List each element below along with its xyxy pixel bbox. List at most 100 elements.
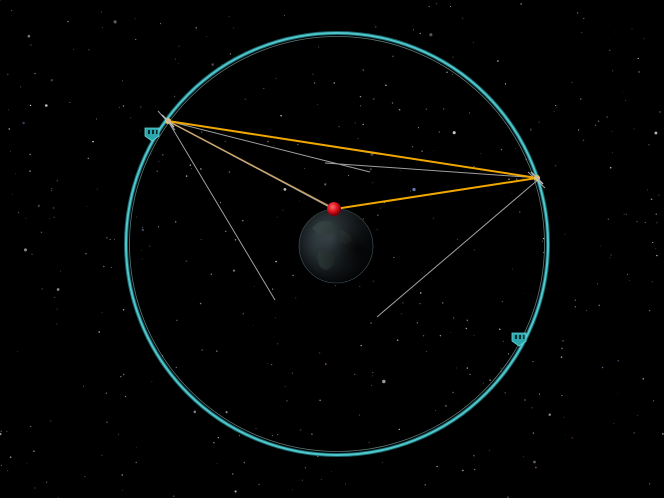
star xyxy=(122,489,124,491)
star xyxy=(84,475,86,478)
star xyxy=(6,430,8,432)
periapsis-marker-icon[interactable] xyxy=(511,332,527,347)
star xyxy=(8,109,10,111)
star xyxy=(193,410,197,414)
star xyxy=(489,450,491,451)
star xyxy=(52,207,55,209)
comm-link-station-to-sat-b xyxy=(334,177,538,210)
satellite-b[interactable] xyxy=(530,171,544,185)
star xyxy=(277,343,279,345)
star xyxy=(244,98,246,100)
star xyxy=(574,306,577,308)
star xyxy=(14,173,16,175)
star xyxy=(195,27,197,29)
star xyxy=(580,31,583,34)
star xyxy=(283,15,285,17)
star xyxy=(644,221,646,224)
star xyxy=(299,429,302,431)
star xyxy=(140,130,141,132)
star xyxy=(428,5,430,8)
star xyxy=(312,73,314,75)
star xyxy=(359,414,360,416)
star xyxy=(422,335,425,337)
star xyxy=(271,364,273,366)
star xyxy=(510,193,512,194)
star xyxy=(539,393,540,395)
star xyxy=(295,297,297,299)
star xyxy=(436,465,438,468)
star xyxy=(56,308,58,310)
star xyxy=(516,178,518,181)
star xyxy=(452,317,455,319)
star xyxy=(120,376,122,378)
star xyxy=(609,166,612,169)
star xyxy=(45,104,48,107)
star xyxy=(178,45,180,47)
planet[interactable] xyxy=(298,208,374,284)
star xyxy=(95,118,97,120)
ground-station-marker[interactable] xyxy=(327,202,341,216)
ground-link xyxy=(167,120,334,209)
star xyxy=(106,237,108,239)
star xyxy=(317,46,320,48)
star xyxy=(30,425,32,428)
star xyxy=(419,292,422,294)
star xyxy=(625,213,628,215)
star xyxy=(292,489,293,491)
star xyxy=(611,70,614,72)
star xyxy=(210,273,212,275)
star xyxy=(450,6,452,8)
star xyxy=(87,157,90,160)
star xyxy=(224,140,227,143)
orbit-ring[interactable] xyxy=(124,31,550,457)
star xyxy=(613,422,615,424)
satellite-a[interactable] xyxy=(161,114,175,128)
star xyxy=(522,177,524,179)
star xyxy=(122,373,125,376)
star xyxy=(396,339,399,341)
star xyxy=(98,331,100,333)
apoapsis-marker-icon[interactable] xyxy=(144,127,160,142)
star xyxy=(571,437,574,439)
star xyxy=(452,131,456,135)
star xyxy=(379,207,381,209)
star xyxy=(439,335,442,337)
star xyxy=(206,36,208,37)
star xyxy=(124,395,127,398)
star xyxy=(402,302,404,304)
star xyxy=(113,239,115,241)
star xyxy=(267,363,269,364)
star xyxy=(11,193,13,195)
star xyxy=(174,58,176,60)
star xyxy=(56,323,58,325)
star xyxy=(54,296,56,298)
star xyxy=(320,478,322,480)
star xyxy=(304,467,306,469)
star xyxy=(338,126,340,128)
star xyxy=(435,2,438,5)
star xyxy=(647,189,648,191)
star xyxy=(355,374,357,376)
star xyxy=(532,432,535,434)
star xyxy=(500,148,503,151)
star xyxy=(41,288,43,290)
star xyxy=(582,139,585,142)
star xyxy=(542,237,545,240)
star xyxy=(412,146,414,148)
star xyxy=(83,385,84,387)
star xyxy=(560,356,563,358)
star xyxy=(452,56,454,58)
star xyxy=(416,322,418,324)
star xyxy=(92,140,94,143)
star xyxy=(333,82,336,84)
star xyxy=(421,150,423,152)
star xyxy=(225,411,228,414)
star xyxy=(507,496,509,498)
star xyxy=(325,363,327,365)
star xyxy=(523,456,524,457)
star xyxy=(424,484,426,486)
star xyxy=(376,229,378,231)
star xyxy=(201,349,203,351)
